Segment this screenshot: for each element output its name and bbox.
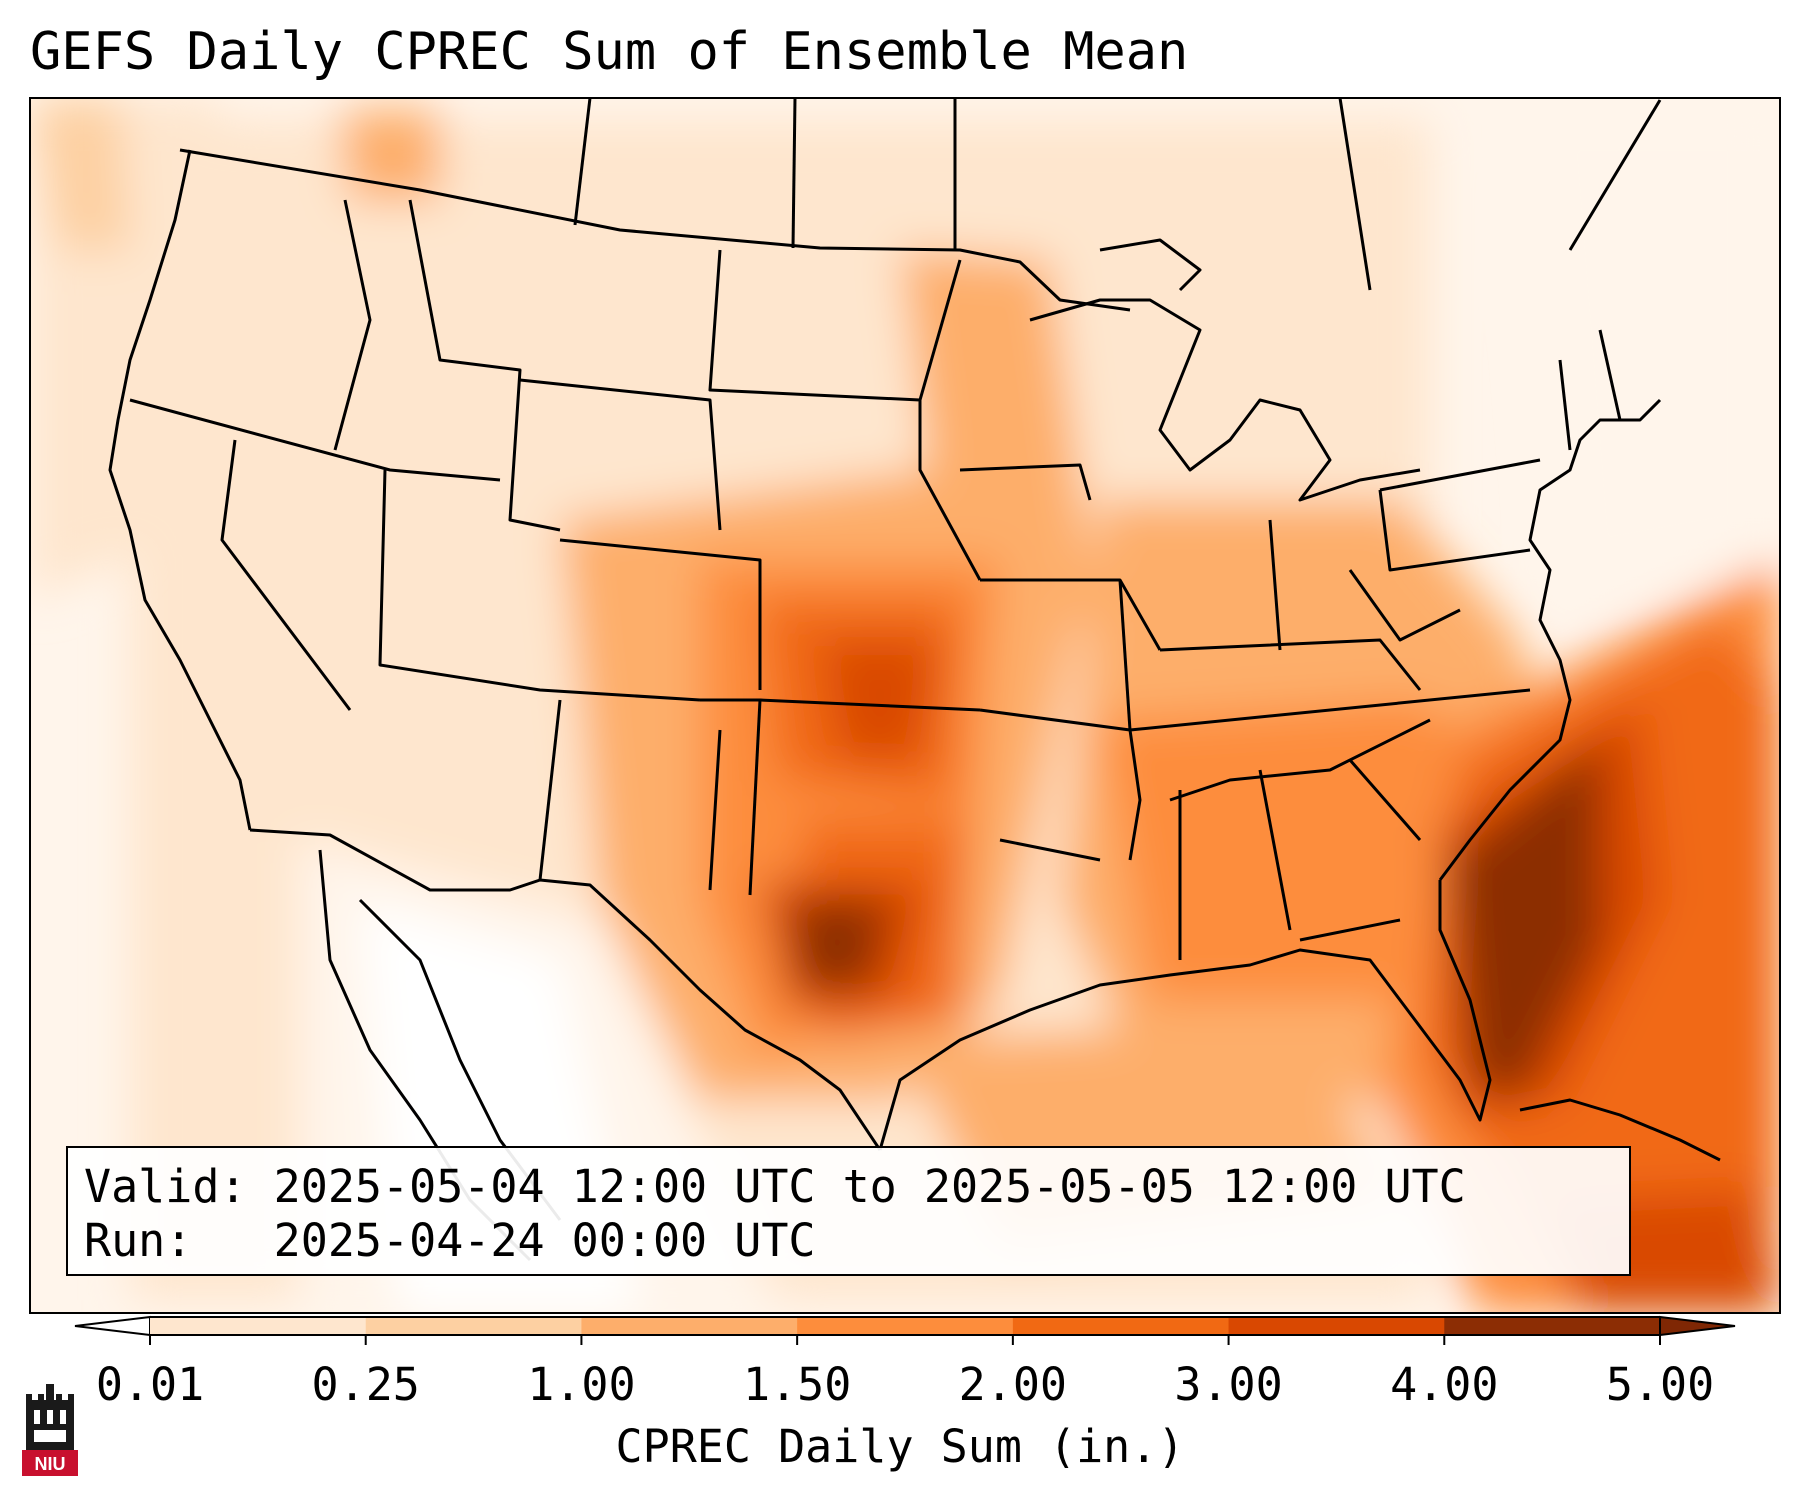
colorbar-under-extension bbox=[74, 1315, 151, 1337]
colorbar-segment bbox=[1444, 1317, 1661, 1335]
us-canada-border bbox=[179, 148, 1131, 312]
valid-time: 2025-05-04 12:00 UTC to 2025-05-05 12:00… bbox=[273, 1160, 1466, 1213]
colorbar-segment bbox=[365, 1317, 582, 1335]
run-time: 2025-04-24 00:00 UTC bbox=[273, 1214, 816, 1267]
colorbar-tick-label: 5.00 bbox=[1605, 1358, 1715, 1411]
map-title: GEFS Daily CPREC Sum of Ensemble Mean bbox=[30, 22, 1189, 82]
colorbar-segment bbox=[1012, 1317, 1230, 1335]
colorbar-tick-label: 2.00 bbox=[958, 1358, 1068, 1411]
colorbar-tick-label: 1.00 bbox=[527, 1358, 636, 1411]
colorbar-segment bbox=[581, 1317, 798, 1335]
map-frame bbox=[29, 97, 1781, 1314]
great-lakes bbox=[1029, 298, 1421, 502]
east-coast bbox=[1438, 398, 1662, 881]
boundary-lines bbox=[108, 98, 1721, 1262]
colorbar-tick-label: 0.25 bbox=[311, 1358, 420, 1411]
svg-text:NIU: NIU bbox=[35, 1454, 66, 1474]
colorbar-label: CPREC Daily Sum (in.) bbox=[615, 1420, 1185, 1473]
colorbar-outline bbox=[150, 1316, 1660, 1336]
run-label: Run: bbox=[84, 1214, 193, 1267]
colorbar-segment bbox=[150, 1317, 367, 1335]
mexico-border bbox=[249, 828, 882, 1151]
gulf-coast bbox=[878, 880, 1492, 1151]
colorbar-tick-label: 1.50 bbox=[742, 1358, 852, 1411]
colorbar-over-extension bbox=[1659, 1315, 1736, 1337]
valid-run-info-box: Valid: 2025-05-04 12:00 UTC to 2025-05-0… bbox=[66, 1146, 1631, 1276]
colorbar-tick-label: 4.00 bbox=[1390, 1358, 1499, 1411]
colorbar-segment bbox=[1228, 1317, 1445, 1335]
precipitation-field bbox=[30, 98, 1780, 1313]
colorbar-tick-label: 3.00 bbox=[1174, 1358, 1283, 1411]
colorbar-segment bbox=[797, 1317, 1014, 1335]
valid-label: Valid: bbox=[84, 1160, 247, 1213]
colorbar-tick-label: 0.01 bbox=[95, 1358, 205, 1411]
west-coast bbox=[108, 149, 252, 831]
niu-castle-logo-icon: NIU bbox=[22, 1384, 78, 1476]
